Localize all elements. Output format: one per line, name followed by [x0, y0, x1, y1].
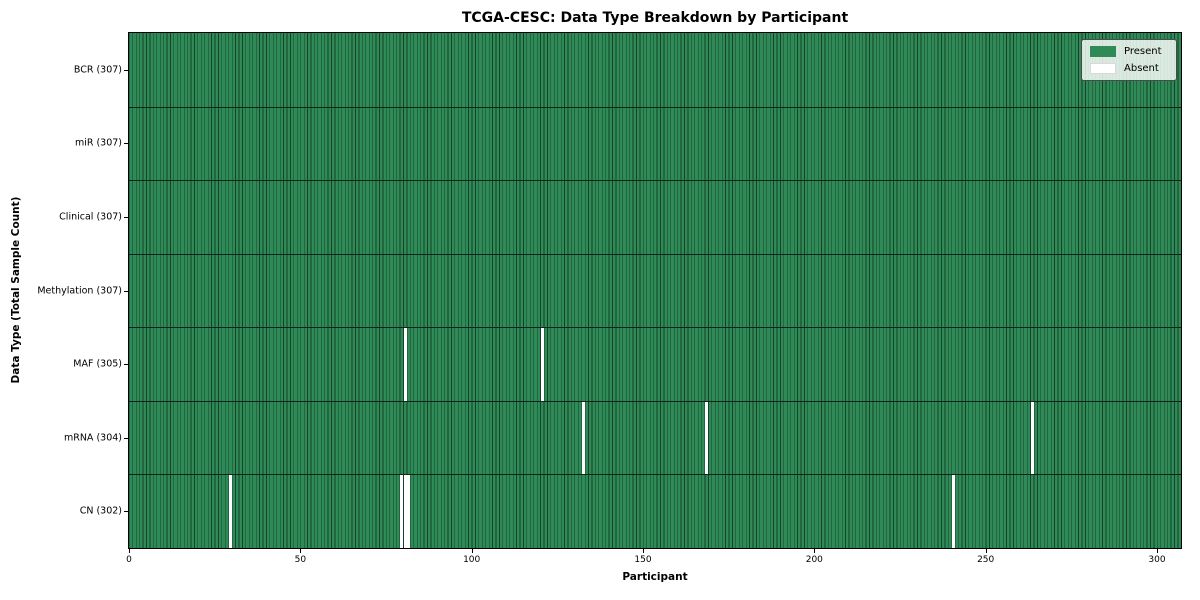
y-tick-mark [124, 290, 128, 292]
absent-cell-CN-240 [952, 474, 955, 548]
row-separator [129, 327, 1181, 329]
legend-entry-present: Present [1090, 46, 1168, 57]
legend: Present Absent [1081, 39, 1177, 81]
legend-entry-absent: Absent [1090, 63, 1168, 74]
y-tick-label-BCR: BCR (307) [73, 64, 122, 76]
y-tick-mark [124, 437, 128, 439]
row-separator [129, 106, 1181, 108]
x-tick-mark [129, 549, 130, 553]
absent-cell-CN-81 [407, 474, 410, 548]
legend-label-absent: Absent [1124, 63, 1159, 74]
y-tick-label-Methylation: Methylation (307) [37, 285, 122, 296]
heatmap-grid [129, 33, 1181, 548]
plot-area [128, 32, 1182, 549]
x-tick-label-300: 300 [1148, 555, 1166, 565]
chart-title: TCGA-CESC: Data Type Breakdown by Partic… [461, 10, 849, 26]
present-swatch [1090, 46, 1116, 57]
absent-cell-MAF-120 [540, 327, 544, 401]
x-axis-label: Participant [622, 571, 688, 583]
x-tick-mark [643, 549, 644, 553]
row-separator [129, 253, 1181, 255]
x-tick-label-200: 200 [805, 555, 823, 565]
y-tick-mark [124, 216, 128, 218]
absent-cell-mRNA-168 [705, 400, 709, 475]
x-tick-label-50: 50 [294, 555, 307, 565]
absent-cell-mRNA-263 [1030, 400, 1034, 475]
x-tick-mark [985, 549, 987, 553]
x-tick-label-100: 100 [463, 555, 481, 565]
y-tick-label-miR: miR (307) [74, 137, 122, 149]
y-tick-label-Clinical: Clinical (307) [59, 211, 122, 223]
x-tick-label-250: 250 [977, 555, 995, 565]
absent-cell-CN-79 [400, 474, 404, 548]
y-tick-label-mRNA: mRNA (304) [63, 432, 122, 444]
absent-cell-CN-29 [229, 474, 232, 548]
row-separator [129, 474, 1181, 476]
y-tick-label-CN: CN (302) [79, 505, 122, 517]
row-separator [129, 180, 1181, 182]
absent-cell-MAF-80 [403, 327, 407, 401]
x-tick-mark [300, 549, 302, 553]
absent-cell-mRNA-132 [582, 400, 585, 475]
x-tick-label-0: 0 [126, 555, 132, 565]
y-tick-mark [124, 69, 128, 71]
absent-swatch [1090, 63, 1116, 74]
y-tick-mark [124, 511, 128, 513]
row-separator [129, 400, 1181, 402]
x-tick-mark [814, 549, 816, 553]
x-tick-mark [471, 549, 473, 553]
x-tick-mark [1157, 549, 1158, 553]
legend-label-present: Present [1124, 46, 1162, 57]
y-tick-mark [124, 143, 128, 145]
x-tick-label-150: 150 [634, 555, 652, 565]
y-tick-label-MAF: MAF (305) [73, 358, 122, 370]
absent-cell-CN-80 [403, 474, 407, 548]
y-tick-mark [124, 364, 128, 366]
